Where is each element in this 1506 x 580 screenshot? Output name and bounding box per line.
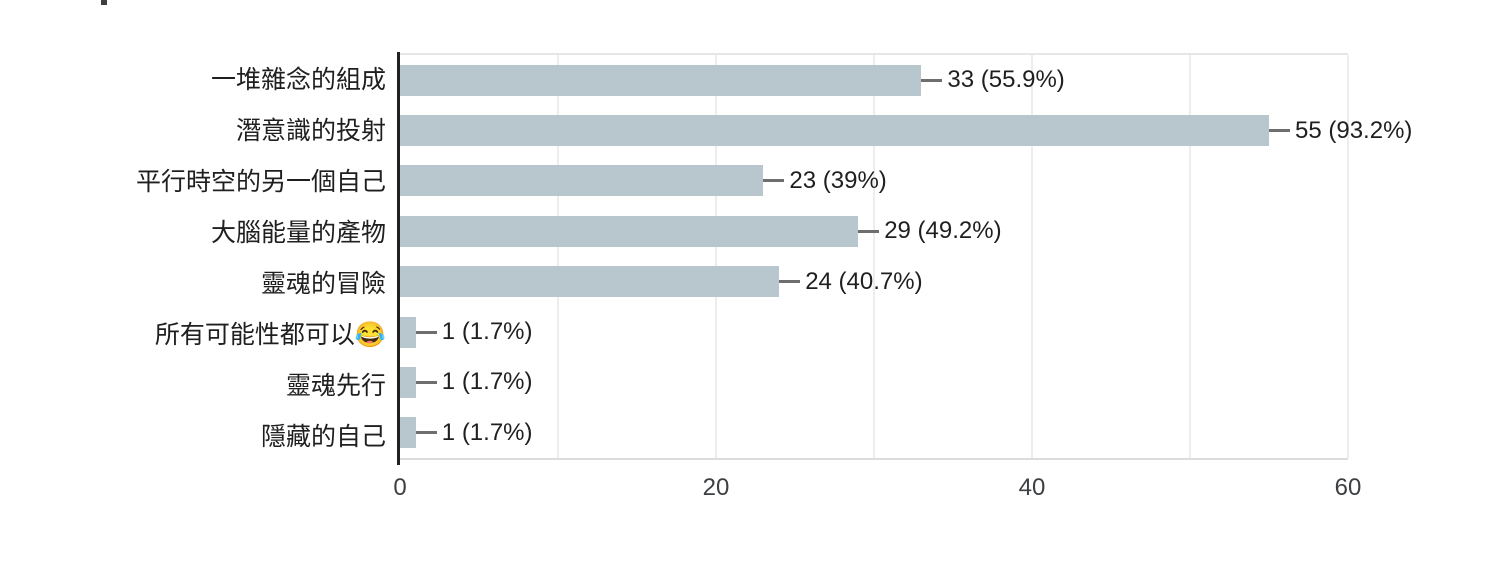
category-label: 靈魂先行	[285, 371, 386, 400]
bar[interactable]	[400, 64, 922, 96]
connector-line	[415, 380, 437, 384]
clipped-title-fragment	[101, 0, 107, 5]
bar-row: 55 (93.2%)	[400, 105, 1412, 155]
category-label: 平行時空的另一個自己	[135, 168, 386, 197]
bar[interactable]	[400, 215, 859, 247]
category-label: 潛意識的投射	[235, 117, 386, 146]
value-label: 33 (55.9%)	[947, 66, 1065, 94]
gridline	[1030, 55, 1033, 458]
value-label: 1 (1.7%)	[441, 368, 533, 396]
connector-line	[921, 78, 943, 82]
x-tick-label: 0	[393, 474, 407, 501]
connector-line	[779, 280, 801, 284]
gridline	[1189, 55, 1191, 458]
value-label: 29 (49.2%)	[884, 217, 1002, 245]
bar-row: 33 (55.9%)	[400, 55, 1348, 105]
gridline	[873, 55, 875, 458]
gridline	[1347, 55, 1349, 458]
y-axis-line	[397, 52, 400, 465]
connector-line	[415, 330, 437, 334]
connector-line	[415, 431, 437, 435]
value-label: 1 (1.7%)	[441, 318, 533, 346]
category-label: 靈魂的冒險	[260, 269, 386, 298]
value-label: 55 (93.2%)	[1295, 116, 1413, 144]
bar[interactable]	[400, 165, 764, 197]
bar-rows: 33 (55.9%) 55 (93.2%) 23 (39%) 29 (49.2%…	[400, 55, 1412, 458]
category-label: 所有可能性都可以😂	[154, 320, 386, 349]
bar-row: 29 (49.2%)	[400, 206, 1348, 256]
connector-line	[858, 229, 880, 233]
value-label: 24 (40.7%)	[805, 267, 923, 295]
category-label: 一堆雜念的組成	[210, 66, 386, 95]
value-label: 1 (1.7%)	[441, 418, 533, 446]
category-labels: 一堆雜念的組成潛意識的投射平行時空的另一個自己大腦能量的產物靈魂的冒險所有可能性…	[0, 53, 386, 460]
x-tick-label: 40	[1018, 474, 1046, 501]
x-axis-tick-labels: 0 20 40 60	[393, 473, 1361, 505]
bar[interactable]	[400, 316, 416, 348]
bar-row: 1 (1.7%)	[400, 357, 1348, 407]
bar-row: 1 (1.7%)	[400, 307, 1348, 357]
gridline	[556, 55, 559, 458]
connector-line	[763, 179, 785, 183]
plot-area: 33 (55.9%) 55 (93.2%) 23 (39%) 29 (49.2%…	[400, 53, 1412, 460]
value-label: 23 (39%)	[789, 166, 887, 194]
category-label: 大腦能量的產物	[210, 219, 386, 248]
category-label: 隱藏的自己	[260, 422, 386, 451]
x-tick-label: 60	[1334, 474, 1362, 501]
connector-line	[1269, 129, 1290, 133]
bar[interactable]	[400, 366, 416, 398]
bar[interactable]	[400, 115, 1269, 147]
x-tick-label: 20	[702, 474, 730, 501]
gridline	[714, 55, 717, 458]
bar[interactable]	[400, 417, 416, 449]
bar-row: 23 (39%)	[400, 156, 1348, 206]
bar[interactable]	[400, 266, 780, 298]
bar-row: 1 (1.7%)	[400, 408, 1348, 458]
bar-row: 24 (40.7%)	[400, 257, 1348, 307]
